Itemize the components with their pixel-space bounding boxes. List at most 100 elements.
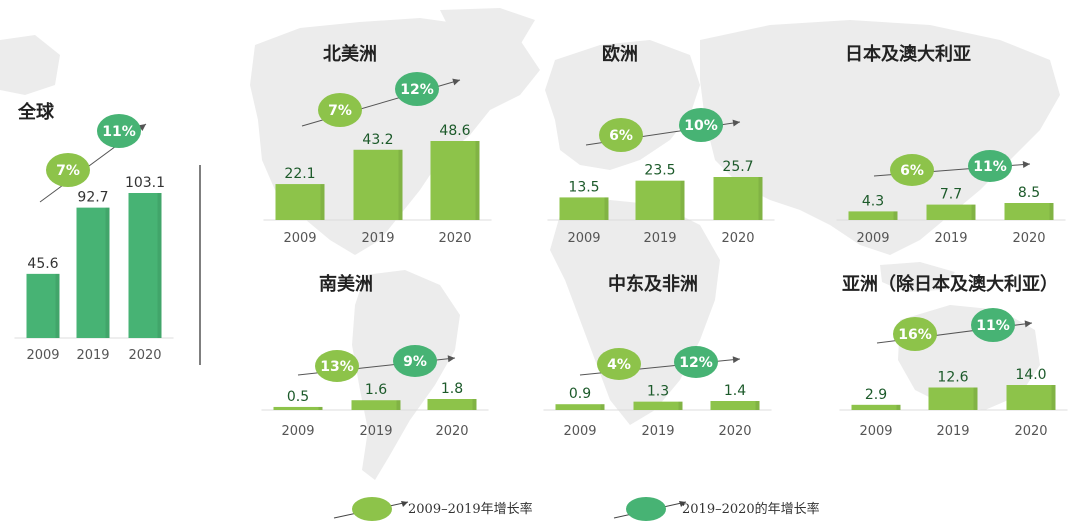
bar-shade-2019 (973, 387, 978, 410)
tick-label-2019: 2019 (936, 424, 969, 439)
bar-shade-2009 (893, 211, 898, 220)
growth-badge-2009-2019 (318, 93, 362, 127)
bar-2019 (926, 204, 976, 220)
growth-badge-2009-2019-label: 7% (328, 103, 352, 119)
bar-shade-2020 (157, 193, 162, 338)
value-label-2009: 22.1 (284, 166, 315, 182)
chart-global: 全球 45.6 2009 92.7 2019 103.1 2020 7% 11% (14, 101, 174, 363)
tick-label-2019: 2019 (76, 348, 109, 363)
growth-badge-2009-2019-label: 6% (609, 128, 633, 144)
bar-shade-2019 (971, 204, 976, 220)
tick-label-2020: 2020 (721, 231, 754, 246)
bar-shade-2009 (320, 184, 325, 220)
tick-label-2019: 2019 (361, 231, 394, 246)
tick-label-2019: 2019 (643, 231, 676, 246)
growth-badge-2009-2019-label: 4% (607, 357, 631, 373)
bar-shade-2009 (600, 404, 605, 410)
chart-south-america: 南美洲 0.5 2009 1.6 2019 1.8 2020 13% 9% (261, 273, 489, 439)
bar-2019 (351, 400, 401, 410)
bar-2019 (928, 387, 978, 410)
bar-2009 (848, 211, 898, 220)
bar-shade-2019 (105, 207, 110, 338)
value-label-2020: 103.1 (125, 175, 165, 191)
growth-badge-2019-2020-label: 12% (679, 355, 713, 371)
bar-2019 (353, 149, 403, 220)
value-label-2020: 25.7 (722, 159, 753, 175)
chart-japan-australia: 日本及澳大利亚 4.3 2009 7.7 2019 8.5 2020 6% 11% (836, 43, 1066, 246)
growth-badge-2009-2019 (599, 118, 643, 152)
value-label-2019: 1.3 (647, 384, 669, 400)
legend-swatch-dark (626, 497, 666, 521)
tick-label-2009: 2009 (26, 348, 59, 363)
bar-shade-2009 (55, 273, 60, 338)
bar-2009 (275, 184, 325, 220)
growth-badge-2019-2020 (393, 345, 437, 377)
tick-label-2009: 2009 (859, 424, 892, 439)
tick-label-2009: 2009 (281, 424, 314, 439)
value-label-2020: 14.0 (1015, 367, 1046, 383)
value-label-2009: 0.9 (569, 386, 591, 402)
chart-asia-ex-jp-au: 亚洲（除日本及澳大利亚） 2.9 2009 12.6 2019 14.0 2020 16% 11… (839, 273, 1068, 439)
bar-shade-2009 (604, 197, 609, 220)
bar-shade-2019 (680, 180, 685, 220)
growth-arrow-head (452, 78, 460, 86)
growth-badge-2009-2019 (893, 317, 937, 351)
bar-shade-2020 (1051, 385, 1056, 410)
chart-title: 全球 (17, 101, 55, 123)
value-label-2019: 7.7 (940, 187, 962, 203)
growth-arrow-head (447, 355, 455, 363)
chart-north-america: 北美洲 22.1 2009 43.2 2019 48.6 2020 7% 12% (263, 43, 492, 246)
bar-shade-2009 (318, 406, 323, 410)
growth-badge-2009-2019-label: 6% (900, 163, 924, 179)
tick-label-2020: 2020 (1014, 424, 1047, 439)
value-label-2019: 12.6 (937, 370, 968, 386)
tick-label-2009: 2009 (283, 231, 316, 246)
growth-badge-2009-2019 (315, 350, 359, 382)
bar-shade-2020 (755, 401, 760, 410)
growth-badge-2009-2019-label: 13% (320, 359, 354, 375)
bar-2009 (555, 404, 605, 410)
chart-europe: 欧洲 13.5 2009 23.5 2019 25.7 2020 6% 10% (547, 43, 775, 246)
tick-label-2019: 2019 (934, 231, 967, 246)
growth-arrow-head (732, 356, 740, 364)
bar-shade-2020 (472, 399, 477, 410)
growth-badge-2019-2020-label: 11% (973, 159, 1007, 175)
legend-label-2019-2020: 2019–2020的年增长率 (682, 501, 820, 517)
bar-shade-2020 (758, 177, 763, 220)
bar-shade-2019 (678, 401, 683, 410)
chart-title: 中东及非洲 (608, 273, 698, 295)
bar-2019 (76, 207, 110, 338)
value-label-2019: 23.5 (644, 163, 675, 179)
bar-2020 (427, 399, 477, 410)
growth-arrow-head (1024, 320, 1032, 328)
bar-shade-2020 (1049, 203, 1054, 220)
bar-shade-2019 (398, 149, 403, 220)
bar-2009 (559, 197, 609, 220)
legend-swatch-light (352, 497, 392, 521)
bar-2020 (1004, 203, 1054, 220)
value-label-2020: 8.5 (1018, 185, 1040, 201)
growth-badge-2009-2019 (46, 153, 90, 187)
value-label-2009: 45.6 (27, 256, 58, 272)
bar-2019 (633, 401, 683, 410)
growth-badge-2019-2020-label: 11% (102, 124, 136, 140)
growth-badge-2019-2020-label: 10% (684, 118, 718, 134)
growth-badge-2019-2020-label: 11% (976, 318, 1010, 334)
chart-middle-east-africa: 中东及非洲 0.9 2009 1.3 2019 1.4 2020 4% 12% (543, 273, 772, 439)
growth-badge-2009-2019 (597, 348, 641, 380)
chart-title: 日本及澳大利亚 (845, 43, 971, 65)
tick-label-2009: 2009 (567, 231, 600, 246)
legend-item-2009-2019: 2009–2019年增长率 (333, 497, 533, 521)
bar-2020 (1006, 385, 1056, 410)
tick-label-2019: 2019 (641, 424, 674, 439)
value-label-2019: 92.7 (77, 190, 108, 206)
chart-title: 北美洲 (323, 43, 377, 65)
growth-badge-2019-2020-label: 12% (400, 82, 434, 98)
growth-badge-2019-2020 (674, 346, 718, 378)
tick-label-2020: 2020 (438, 231, 471, 246)
bar-2009 (26, 273, 60, 338)
legend-item-2019-2020: 2019–2020的年增长率 (613, 497, 820, 521)
value-label-2009: 4.3 (862, 193, 884, 209)
tick-label-2020: 2020 (718, 424, 751, 439)
growth-arrow-head (138, 124, 146, 131)
